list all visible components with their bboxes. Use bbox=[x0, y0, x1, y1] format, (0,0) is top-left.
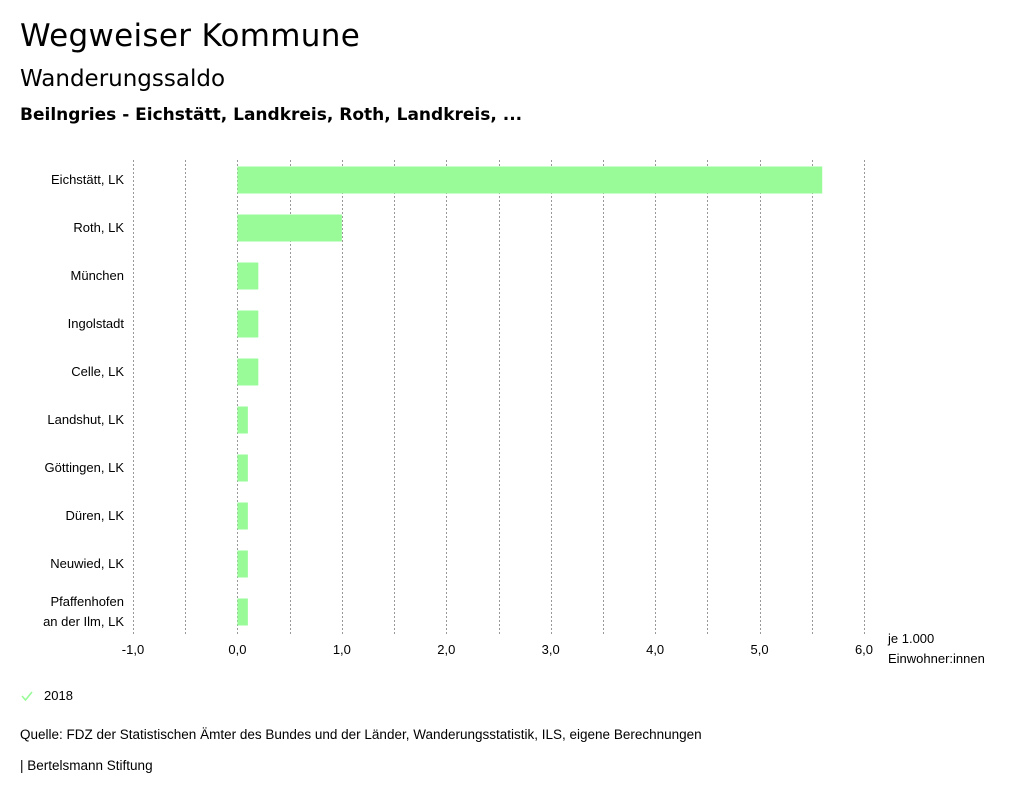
category-label: Göttingen, LK bbox=[45, 460, 125, 475]
x-tick-label: -1,0 bbox=[122, 642, 144, 657]
legend-label: 2018 bbox=[44, 688, 73, 703]
x-axis-unit-line2: Einwohner:innen bbox=[888, 651, 985, 666]
page-title: Wegweiser Kommune bbox=[20, 18, 361, 54]
region-selection[interactable]: Beilngries - Eichstätt, Landkreis, Roth,… bbox=[20, 105, 523, 125]
bar-0[interactable] bbox=[237, 166, 823, 194]
category-label: Düren, LK bbox=[65, 508, 124, 523]
bar-3[interactable] bbox=[237, 310, 259, 338]
bar-4[interactable] bbox=[237, 358, 259, 386]
x-tick-label: 2,0 bbox=[437, 642, 455, 657]
bar-8[interactable] bbox=[237, 550, 248, 578]
x-axis-unit-line1: je 1.000 bbox=[888, 631, 935, 646]
x-tick-label: 6,0 bbox=[855, 642, 873, 657]
category-label: Celle, LK bbox=[71, 364, 124, 379]
category-label: Pfaffenhofen bbox=[51, 594, 125, 609]
source-note: Quelle: FDZ der Statistischen Ämter des … bbox=[20, 727, 702, 742]
bar-1[interactable] bbox=[237, 214, 342, 242]
x-tick-label: 5,0 bbox=[751, 642, 769, 657]
category-label: an der Ilm, LK bbox=[43, 614, 124, 629]
category-label: München bbox=[71, 268, 124, 283]
category-label: Landshut, LK bbox=[47, 412, 124, 427]
credit-note: | Bertelsmann Stiftung bbox=[20, 758, 153, 773]
legend-item-2018[interactable]: 2018 bbox=[20, 688, 73, 703]
x-tick-label: 4,0 bbox=[646, 642, 664, 657]
bar-chart: Eichstätt, LK Roth, LK München Ingolstadt Ce… bbox=[43, 160, 873, 657]
bar-2[interactable] bbox=[237, 262, 259, 290]
x-tick-label: 0,0 bbox=[228, 642, 246, 657]
chart-subtitle: Wanderungssaldo bbox=[20, 66, 226, 92]
bar-9[interactable] bbox=[237, 598, 248, 626]
bar-5[interactable] bbox=[237, 406, 248, 434]
category-label: Neuwied, LK bbox=[50, 556, 124, 571]
x-tick-label: 1,0 bbox=[333, 642, 351, 657]
check-icon bbox=[21, 690, 33, 701]
category-label: Eichstätt, LK bbox=[51, 172, 124, 187]
category-label: Roth, LK bbox=[73, 220, 124, 235]
bar-7[interactable] bbox=[237, 502, 248, 530]
category-label: Ingolstadt bbox=[68, 316, 125, 331]
x-tick-label: 3,0 bbox=[542, 642, 560, 657]
bar-6[interactable] bbox=[237, 454, 248, 482]
